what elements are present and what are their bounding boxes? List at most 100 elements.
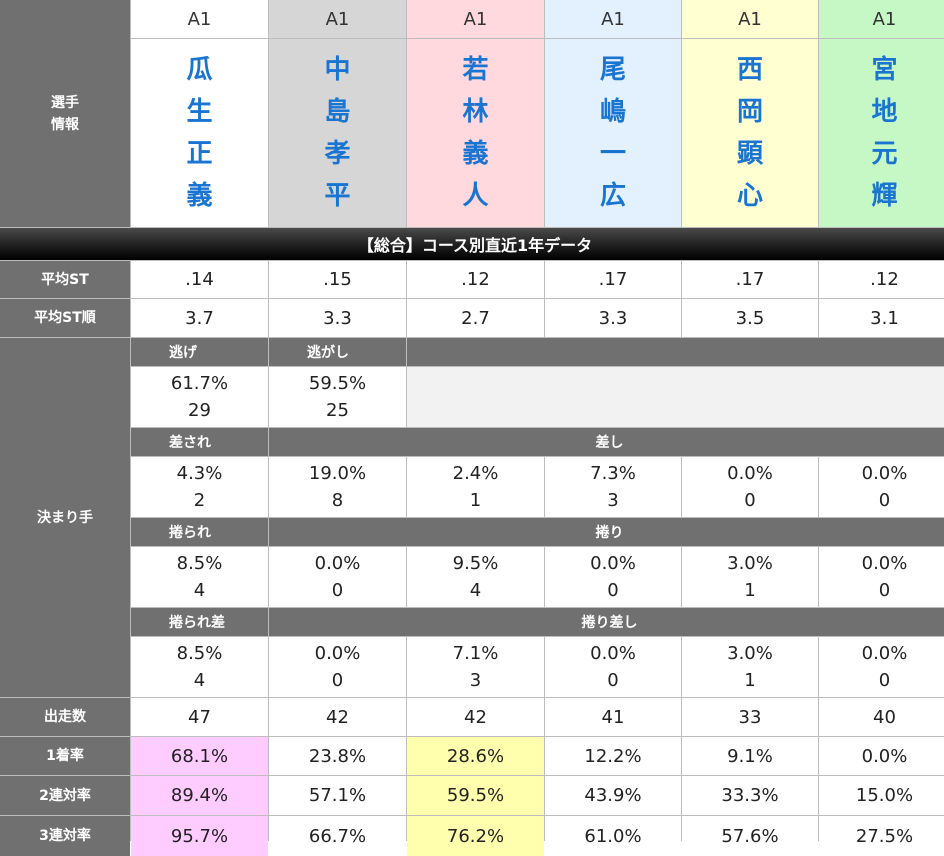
makuri-sashi-cell: 0.0% 0 (269, 637, 406, 697)
name-char: 義 (462, 139, 489, 169)
pct-value: 0.0% (861, 643, 908, 664)
avg-st-cell: .12 (407, 261, 544, 298)
name-char: 一 (599, 139, 626, 169)
makurare-sashi-header: 捲られ差 (131, 608, 268, 636)
makuri-sashi-cell: 0.0% 0 (545, 637, 681, 697)
makurare-sashi-cell: 8.5% 4 (131, 637, 268, 697)
count-value: 8 (331, 490, 344, 511)
sashi-cell: 0.0% 0 (819, 457, 944, 517)
avg-st-rank-cell: 3.5 (682, 299, 818, 337)
starts-cell: 47 (131, 698, 268, 736)
makuri-sashi-cell: 7.1% 3 (407, 637, 544, 697)
name-char: 生 (186, 97, 213, 127)
count-value: 0 (331, 670, 344, 691)
makurare-header: 捲られ (131, 518, 268, 546)
count-value: 4 (193, 670, 206, 691)
count-value: 3 (607, 490, 619, 511)
nigashi-header: 逃がし (269, 338, 406, 366)
count-value: 0 (607, 670, 619, 691)
player-name-lane-6[interactable]: 宮地元輝 (819, 39, 944, 227)
nige-blank-header (407, 338, 944, 366)
sashi-header: 差し (269, 428, 944, 456)
name-char: 正 (186, 139, 213, 169)
win1-cell: 0.0% (819, 737, 944, 775)
name-char: 義 (186, 181, 213, 211)
nigashi-cell: 59.5% 25 (269, 367, 406, 427)
makuri-sashi-header: 捲り差し (269, 608, 944, 636)
pct-value: 7.3% (590, 463, 636, 484)
player-name-lane-3[interactable]: 若林義人 (407, 39, 544, 227)
nige-header: 逃げ (131, 338, 268, 366)
nige-cell: 61.7% 29 (131, 367, 268, 427)
win2-cell: 89.4% (131, 776, 268, 815)
grade-lane-1: A1 (131, 0, 268, 38)
section-banner: 【総合】コース別直近1年データ (0, 228, 944, 260)
count-value: 1 (744, 580, 756, 601)
pct-value: 8.5% (176, 643, 223, 664)
win2-cell: 59.5% (407, 776, 544, 815)
count-value: 4 (469, 580, 482, 601)
pct-value: 9.5% (452, 553, 499, 574)
sashi-cell: 19.0% 8 (269, 457, 406, 517)
sasare-header: 差され (131, 428, 268, 456)
player-name-lane-4[interactable]: 尾嶋一広 (545, 39, 681, 227)
starts-label: 出走数 (0, 698, 130, 736)
win3-cell: 76.2% (407, 816, 544, 856)
avg-st-rank-cell: 3.7 (131, 299, 268, 337)
player-info-label: 選手 情報 (0, 0, 130, 227)
win2-label: 2連対率 (0, 776, 130, 815)
pct-value: 0.0% (861, 553, 908, 574)
pct-value: 4.3% (176, 463, 223, 484)
makuri-sashi-cell: 3.0% 1 (682, 637, 818, 697)
pct-value: 0.0% (590, 553, 636, 574)
win1-cell: 28.6% (407, 737, 544, 775)
name-char: 心 (736, 181, 763, 211)
grade-lane-3: A1 (407, 0, 544, 38)
win1-cell: 9.1% (682, 737, 818, 775)
count-value: 2 (193, 490, 206, 511)
count-value: 0 (878, 490, 891, 511)
avg-st-cell: .17 (545, 261, 681, 298)
name-char: 西 (736, 55, 763, 85)
makuri-sashi-cell: 0.0% 0 (819, 637, 944, 697)
sashi-cell: 7.3% 3 (545, 457, 681, 517)
sashi-cell: 0.0% 0 (682, 457, 818, 517)
name-char: 広 (599, 181, 626, 211)
pct-value: 3.0% (727, 643, 773, 664)
pct-value: 19.0% (308, 463, 367, 484)
win3-cell: 27.5% (819, 816, 944, 856)
name-char: 島 (324, 97, 351, 127)
pct-value: 8.5% (176, 553, 223, 574)
player-name-lane-1[interactable]: 瓜生正義 (131, 39, 268, 227)
kimarite-label: 決まり手 (0, 338, 130, 697)
sasare-cell: 4.3% 2 (131, 457, 268, 517)
count-value: 25 (326, 400, 349, 421)
nige-empty-area (407, 367, 944, 427)
starts-cell: 42 (407, 698, 544, 736)
pct-value: 3.0% (727, 553, 773, 574)
grade-lane-6: A1 (819, 0, 944, 38)
player-name-lane-5[interactable]: 西岡顕心 (682, 39, 818, 227)
win3-label: 3連対率 (0, 816, 130, 856)
pct-value: 59.5% (308, 373, 367, 394)
name-char: 中 (324, 55, 351, 85)
win2-cell: 57.1% (269, 776, 406, 815)
makurare-cell: 8.5% 4 (131, 547, 268, 607)
name-char: 若 (462, 55, 489, 85)
name-char: 瓜 (186, 55, 213, 85)
pct-value: 0.0% (314, 553, 361, 574)
avg-st-cell: .15 (269, 261, 406, 298)
count-value: 1 (469, 490, 482, 511)
player-name-lane-2[interactable]: 中島孝平 (269, 39, 406, 227)
name-char: 尾 (599, 55, 626, 85)
pct-value: 0.0% (861, 463, 908, 484)
name-char: 元 (871, 139, 898, 169)
count-value: 29 (188, 400, 211, 421)
name-char: 宮 (871, 55, 898, 85)
win3-cell: 95.7% (131, 816, 268, 856)
count-value: 0 (744, 490, 756, 511)
grade-lane-4: A1 (545, 0, 681, 38)
name-char: 林 (462, 97, 489, 127)
makuri-cell: 0.0% 0 (269, 547, 406, 607)
